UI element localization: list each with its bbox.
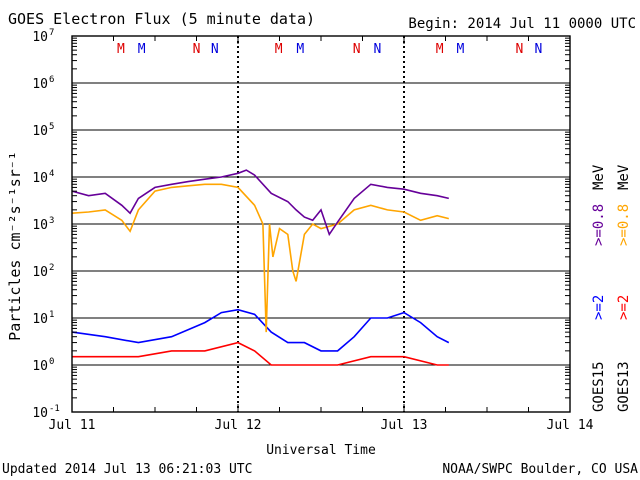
x-tick-label: Jul 13 xyxy=(381,418,428,433)
y-tick-exponent: 1 xyxy=(49,310,54,320)
y-tick-label: 10 xyxy=(32,218,48,233)
x-tick-label: Jul 12 xyxy=(215,418,262,433)
y-tick-exponent: 3 xyxy=(49,216,54,226)
y-tick-label: 10 xyxy=(32,312,48,327)
updated-timestamp: Updated 2014 Jul 13 06:21:03 UTC xyxy=(2,462,252,477)
legend-goes13-2mev: >=2 xyxy=(616,295,632,320)
series-line-goes15-2mev xyxy=(71,308,450,352)
satellite-marker: N xyxy=(211,42,219,57)
right-legend: GOES15 GOES13 >=2 >=2 >=0.8 >=0.8 MeV Me… xyxy=(591,164,632,412)
series-layer xyxy=(71,169,450,366)
legend-goes13-08mev: >=0.8 xyxy=(616,204,632,246)
y-tick-label: 10 xyxy=(32,30,48,45)
satellite-marker: M xyxy=(138,42,146,57)
legend-goes13-label: GOES13 xyxy=(616,361,632,412)
satellite-marker: N xyxy=(193,42,201,57)
y-tick-exponent: -1 xyxy=(49,404,60,414)
x-tick-label: Jul 14 xyxy=(547,418,594,433)
x-axis-ticks: Jul 11 Jul 12 Jul 13 Jul 14 xyxy=(49,36,594,433)
y-tick-exponent: 5 xyxy=(49,122,54,132)
satellite-marker: M xyxy=(117,42,125,57)
satellite-marker: N xyxy=(353,42,361,57)
y-tick-label: 10 xyxy=(32,406,48,421)
legend-goes15-label: GOES15 xyxy=(591,361,607,412)
y-tick-label: 10 xyxy=(32,265,48,280)
y-tick-exponent: 2 xyxy=(49,263,54,273)
legend-unit-goes15: MeV xyxy=(591,164,607,190)
x-tick-label: Jul 11 xyxy=(49,418,96,433)
y-tick-exponent: 0 xyxy=(49,357,54,367)
y-tick-exponent: 6 xyxy=(49,75,54,85)
satellite-marker: M xyxy=(457,42,465,57)
y-tick-label: 10 xyxy=(32,359,48,374)
satellite-marker: N xyxy=(374,42,382,57)
legend-goes15-2mev: >=2 xyxy=(591,295,607,320)
y-tick-exponent: 4 xyxy=(49,169,54,179)
series-line-goes13-2mev xyxy=(72,341,449,366)
credit-label: NOAA/SWPC Boulder, CO USA xyxy=(442,462,638,477)
satellite-marker: N xyxy=(535,42,543,57)
y-tick-exponent: 7 xyxy=(49,28,54,38)
y-tick-label: 10 xyxy=(32,77,48,92)
y-axis-label: Particles cm⁻²s⁻¹sr⁻¹ xyxy=(6,151,24,341)
satellite-marker: M xyxy=(275,42,283,57)
chart-title: GOES Electron Flux (5 minute data) xyxy=(8,10,315,28)
legend-unit-goes13: MeV xyxy=(616,164,632,190)
series-line-goes13-08mev xyxy=(71,183,449,333)
satellite-marker: N xyxy=(515,42,523,57)
x-axis-label: Universal Time xyxy=(266,443,376,458)
satellite-marker: M xyxy=(436,42,444,57)
satellite-marker: M xyxy=(296,42,304,57)
begin-label: Begin: 2014 Jul 11 0000 UTC xyxy=(408,16,636,32)
gridlines xyxy=(72,36,570,412)
y-tick-label: 10 xyxy=(32,171,48,186)
series-line-goes15-08mev xyxy=(71,169,449,237)
y-tick-label: 10 xyxy=(32,124,48,139)
legend-goes15-08mev: >=0.8 xyxy=(591,204,607,246)
